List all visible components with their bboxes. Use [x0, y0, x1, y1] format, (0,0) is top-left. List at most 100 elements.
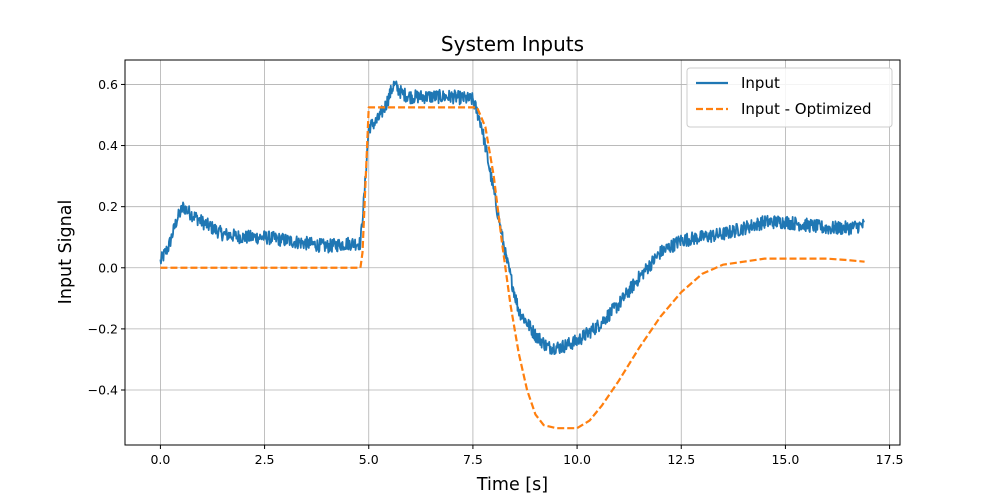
data-point-input-optimized: [501, 242, 503, 244]
data-point-input: [480, 123, 482, 125]
data-point-input: [639, 276, 641, 278]
data-point-input-optimized: [555, 427, 557, 429]
data-point-input: [305, 242, 307, 244]
x-tick-label: 7.5: [463, 452, 483, 467]
data-point-input: [660, 252, 662, 254]
data-point-input: [201, 221, 203, 223]
data-point-input-optimized: [510, 304, 512, 306]
x-tick-label: 17.5: [876, 452, 904, 467]
data-point-input: [243, 236, 245, 238]
data-point-input-optimized: [160, 267, 162, 269]
data-point-input: [805, 224, 807, 226]
data-point-input-optimized: [526, 389, 528, 391]
data-point-input-optimized: [493, 175, 495, 177]
data-point-input-optimized: [589, 420, 591, 422]
data-point-input: [410, 96, 412, 98]
data-point-input: [547, 346, 549, 348]
data-point-input: [701, 236, 703, 238]
data-point-input: [451, 96, 453, 98]
data-point-input: [785, 221, 787, 223]
data-point-input: [189, 212, 191, 214]
data-point-input-optimized: [639, 346, 641, 348]
data-point-input: [722, 233, 724, 235]
y-tick-label: 0.4: [98, 138, 118, 153]
data-point-input: [182, 206, 184, 208]
x-tick-label: 5.0: [359, 452, 379, 467]
x-tick-label: 2.5: [255, 452, 275, 467]
y-tick-label: 0.2: [98, 199, 118, 214]
data-point-input-optimized: [518, 352, 520, 354]
data-point-input: [743, 227, 745, 229]
data-point-input: [347, 242, 349, 244]
x-tick-label: 15.0: [771, 452, 799, 467]
data-point-input-optimized: [535, 414, 537, 416]
data-point-input-optimized: [660, 316, 662, 318]
x-tick-label: 0.0: [150, 452, 170, 467]
data-point-input: [264, 236, 266, 238]
data-point-input: [864, 224, 866, 226]
data-point-input-optimized: [864, 261, 866, 263]
data-point-input: [160, 261, 162, 263]
data-point-input-optimized: [362, 252, 364, 254]
data-point-input-optimized: [743, 261, 745, 263]
data-point-input: [764, 221, 766, 223]
data-point-input-optimized: [826, 258, 828, 260]
legend-label-input: Input: [741, 74, 780, 92]
y-tick-label: −0.2: [88, 321, 118, 336]
data-point-input-optimized: [618, 380, 620, 382]
data-point-input: [826, 227, 828, 229]
data-point-input: [376, 120, 378, 122]
data-point-input-optimized: [680, 291, 682, 293]
data-point-input-optimized: [722, 264, 724, 266]
x-axis-label: Time [s]: [476, 475, 548, 495]
data-point-input: [168, 245, 170, 247]
data-point-input: [222, 233, 224, 235]
series-layer: [159, 80, 866, 430]
data-point-input-optimized: [576, 427, 578, 429]
data-point-input-optimized: [485, 126, 487, 128]
data-point-input: [393, 84, 395, 86]
data-point-input: [326, 245, 328, 247]
data-point-input-optimized: [701, 273, 703, 275]
data-point-input-optimized: [360, 267, 362, 269]
legend-box: [686, 67, 893, 128]
x-tick-label: 12.5: [667, 452, 695, 467]
data-point-input-optimized: [764, 258, 766, 260]
legend: Input Input - Optimized: [686, 67, 893, 128]
data-point-input-optimized: [601, 404, 603, 406]
data-point-input: [505, 258, 507, 260]
series-line-input: [159, 80, 865, 355]
y-tick-label: 0.0: [98, 260, 118, 275]
data-point-input: [176, 218, 178, 220]
y-tick-label: 0.6: [98, 77, 118, 92]
x-tick-label: 10.0: [563, 452, 591, 467]
data-point-input: [472, 99, 474, 101]
data-point-input: [430, 96, 432, 98]
y-axis-label: Input Signal: [56, 200, 76, 305]
data-point-input: [680, 239, 682, 241]
data-point-input-optimized: [543, 424, 545, 426]
data-point-input-optimized: [476, 106, 478, 108]
data-point-input-optimized: [368, 106, 370, 108]
data-point-input: [401, 93, 403, 95]
data-point-input: [576, 340, 578, 342]
data-point-input-optimized: [805, 258, 807, 260]
data-point-input: [518, 310, 520, 312]
data-point-input: [285, 239, 287, 241]
data-point-input-optimized: [847, 259, 849, 261]
plot-area-frame: [124, 59, 901, 446]
y-tick-label: −0.4: [88, 383, 118, 398]
data-point-input-optimized: [785, 258, 787, 260]
data-point-input: [493, 190, 495, 192]
data-point-input: [535, 334, 537, 336]
series-line-input-optimized: [160, 106, 865, 430]
data-point-input: [847, 227, 849, 229]
data-point-input: [360, 242, 362, 244]
data-point-input: [597, 325, 599, 327]
chart-title: System Inputs: [441, 32, 584, 56]
data-point-input: [560, 346, 562, 348]
legend-label-input-optimized: Input - Optimized: [741, 100, 872, 118]
data-point-input: [618, 304, 620, 306]
axis-ticks: 0.0 2.5 5.0 7.5 10.0 12.5 15.0 17.5 −0.4 −0.2 0.0 0…: [88, 77, 904, 467]
